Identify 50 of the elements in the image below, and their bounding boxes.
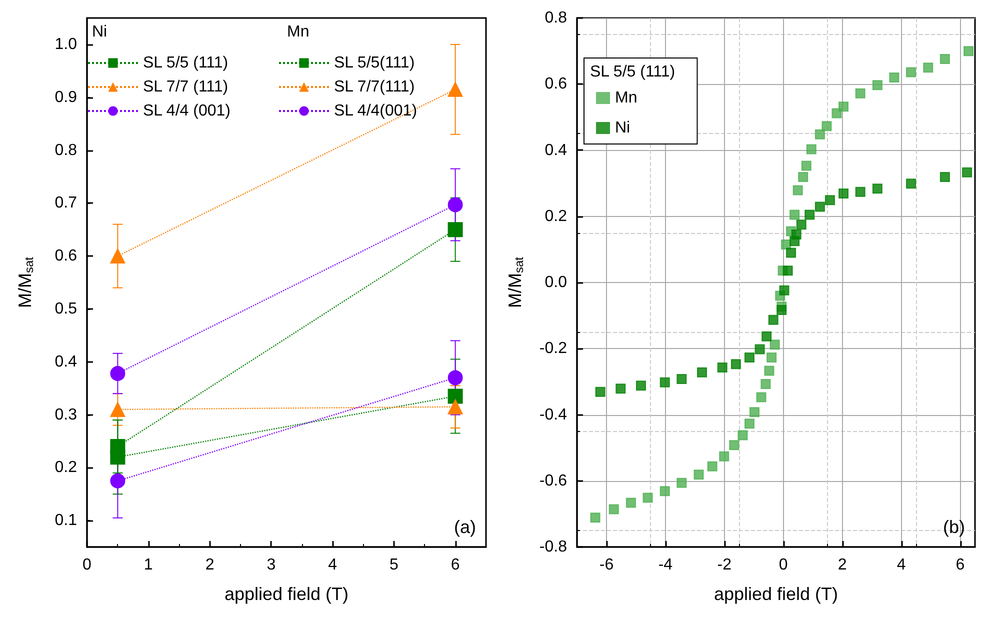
x-axis-title: applied field (T)	[714, 584, 838, 604]
legend-title: SL 5/5 (111)	[590, 64, 676, 80]
x-tick-label: 2	[838, 556, 847, 574]
x-tick-label: 2	[205, 556, 214, 574]
x-axis-title: applied field (T)	[224, 584, 349, 604]
x-tick-label: -4	[658, 556, 673, 574]
legend-label: SL 5/5(111)	[334, 54, 415, 72]
y-tick-label: 1.0	[54, 36, 78, 53]
y-tick-label: 0.1	[54, 512, 78, 530]
y-tick-label: 0.4	[544, 142, 568, 159]
y-tick-label: 0.7	[54, 194, 78, 212]
x-tick-label: 0	[778, 556, 788, 574]
y-tick-label: 0.8	[54, 142, 78, 159]
y-tick-label: 0.0	[544, 274, 568, 291]
y-tick-label: -0.2	[539, 340, 568, 358]
y-tick-label: -0.6	[539, 472, 568, 490]
y-tick-label: 0.2	[544, 208, 568, 225]
annotation: (a)	[454, 517, 476, 537]
y-tick-label: 0.8	[544, 10, 568, 26]
legend-label: SL 7/7 (111)	[143, 78, 228, 96]
y-tick-label: 0.2	[54, 459, 78, 476]
y-tick-label: 0.3	[54, 406, 78, 424]
y-tick-label: -0.4	[539, 406, 568, 424]
annotation: Mn	[287, 24, 310, 40]
x-tick-label: 1	[144, 556, 153, 574]
legend-label: SL 7/7(111)	[334, 78, 415, 96]
x-tick-label: 5	[389, 556, 398, 574]
y-tick-label: -0.8	[539, 538, 568, 556]
y-tick-label: 0.5	[54, 300, 78, 318]
x-tick-label: -2	[717, 556, 732, 574]
x-tick-label: 4	[896, 556, 906, 574]
y-tick-label: 0.6	[544, 76, 568, 93]
x-tick-label: 3	[266, 556, 276, 574]
legend-label: SL 4/4(001)	[334, 102, 418, 120]
x-tick-label: 6	[450, 556, 460, 574]
legend-label: SL 4/4 (001)	[143, 102, 230, 120]
x-tick-label: 4	[328, 556, 338, 574]
x-tick-label: -6	[599, 556, 614, 574]
annotation: (b)	[943, 517, 965, 537]
y-tick-label: 0.9	[54, 88, 78, 106]
y-axis-title: M/Msat	[15, 256, 36, 308]
annotation: Ni	[92, 24, 108, 40]
y-axis-title: M/Msat	[505, 256, 526, 308]
legend-label: Ni	[615, 120, 630, 136]
x-tick-label: 0	[82, 556, 92, 574]
x-tick-label: 6	[956, 556, 965, 574]
legend-label: Mn	[615, 90, 638, 106]
legend-label: SL 5/5 (111)	[143, 54, 228, 72]
y-tick-label: 0.6	[54, 248, 78, 265]
y-tick-label: 0.4	[54, 353, 78, 370]
